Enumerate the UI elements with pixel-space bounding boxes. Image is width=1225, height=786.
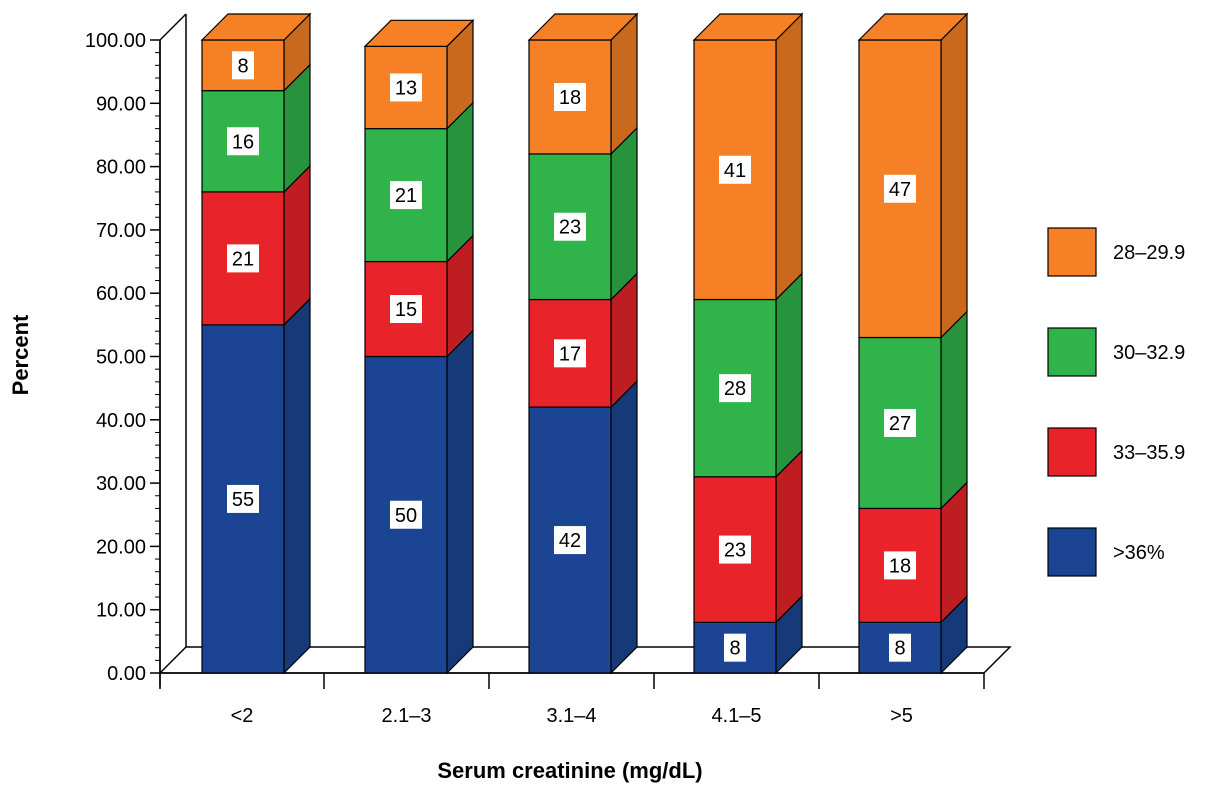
bar-segment-side [283,164,311,327]
y-axis: 0.00 10.00 20.00 30.00 40.00 50.00 60.00 70.00 8… [85,30,161,687]
data-label: 41 [724,160,746,182]
x-axis-title: Serum creatinine (mg/dL) [437,758,702,783]
data-label-box [390,73,422,102]
y-tick-label: 30.00 [96,473,146,495]
bar-segment-side [610,379,638,675]
y-tick-label: 80.00 [96,157,146,179]
x-tick-label: >5 [890,705,913,727]
data-label: 8 [729,638,740,660]
data-label: 23 [724,540,746,562]
y-tick-label: 70.00 [96,220,146,242]
legend-label: 33–35.9 [1113,442,1185,464]
data-labels: 55 21 16 8 50 15 21 13 42 17 23 18 8 23 28 41 8 18 27 47 [227,51,916,662]
legend-label: 28–29.9 [1113,242,1185,264]
data-label-box [889,633,911,662]
data-label: 21 [232,248,254,270]
y-tick-label: 100.00 [85,30,146,52]
y-tick-label: 10.00 [96,600,146,622]
data-label-box [554,526,586,555]
data-label: 18 [889,555,911,577]
bar-segment-side [940,310,968,510]
data-label: 27 [889,413,911,435]
data-label-box [719,374,751,403]
bar-segment-side [446,329,474,675]
bar-top [527,13,639,41]
data-label-box [227,484,259,513]
y-tick-label: 40.00 [96,410,146,432]
data-label: 8 [894,638,905,660]
y-axis-title: Percent [8,314,33,395]
data-label: 15 [395,299,417,321]
data-label: 42 [559,530,581,552]
data-label-box [884,174,916,203]
legend-swatch [1047,227,1097,277]
bar-segment-side [446,101,474,263]
bar-segment-side [610,126,638,301]
data-label-box [719,535,751,564]
data-label: 28 [724,378,746,400]
data-label: 13 [395,77,417,99]
data-label: 16 [232,131,254,153]
data-label-box [390,181,422,210]
data-label-box [719,155,751,184]
bar-segment-side [775,449,803,624]
bar-segment-side [775,12,803,301]
bar-segment-side [940,12,968,339]
data-label-box [724,633,746,662]
bar-top [857,13,969,41]
data-label-box [227,244,259,273]
legend-swatch [1047,327,1097,377]
data-label: 21 [395,185,417,207]
data-label-box [554,339,586,368]
legend: 28–29.9 30–32.9 33–35.9 >36% [1047,227,1185,577]
x-tick-label: 3.1–4 [546,705,596,727]
x-tick-label: 2.1–3 [381,705,431,727]
bar-top [363,19,475,47]
data-label-box [227,127,259,156]
back-wall-edge [159,13,187,673]
legend-swatch [1047,427,1097,477]
data-label-box [554,212,586,241]
data-label-box [232,51,254,80]
data-label: 55 [232,489,254,511]
legend-label: >36% [1113,542,1165,564]
x-axis: <2 2.1–3 3.1–4 4.1–5 >5 [159,672,985,727]
y-tick-label: 90.00 [96,93,146,115]
x-tick-label: 4.1–5 [711,705,761,727]
data-label: 47 [889,179,911,201]
bar-segment-side [283,297,311,675]
data-label: 17 [559,343,581,365]
y-tick-label: 20.00 [96,536,146,558]
data-label-box [554,82,586,111]
data-label-box [884,408,916,437]
data-label: 18 [559,87,581,109]
data-label-box [390,500,422,529]
legend-swatch [1047,527,1097,577]
data-label: 23 [559,217,581,239]
y-tick-label: 50.00 [96,347,146,369]
data-label-box [884,551,916,580]
data-label: 8 [237,55,248,77]
bar-top [200,13,312,41]
legend-label: 30–32.9 [1113,342,1185,364]
bar-top [692,13,804,41]
bar-segment-side [775,272,803,479]
y-tick-label: 60.00 [96,283,146,305]
x-tick-label: <2 [231,705,254,727]
data-label: 50 [395,505,417,527]
data-label-box [390,295,422,324]
y-tick-label: 0.00 [107,663,146,685]
